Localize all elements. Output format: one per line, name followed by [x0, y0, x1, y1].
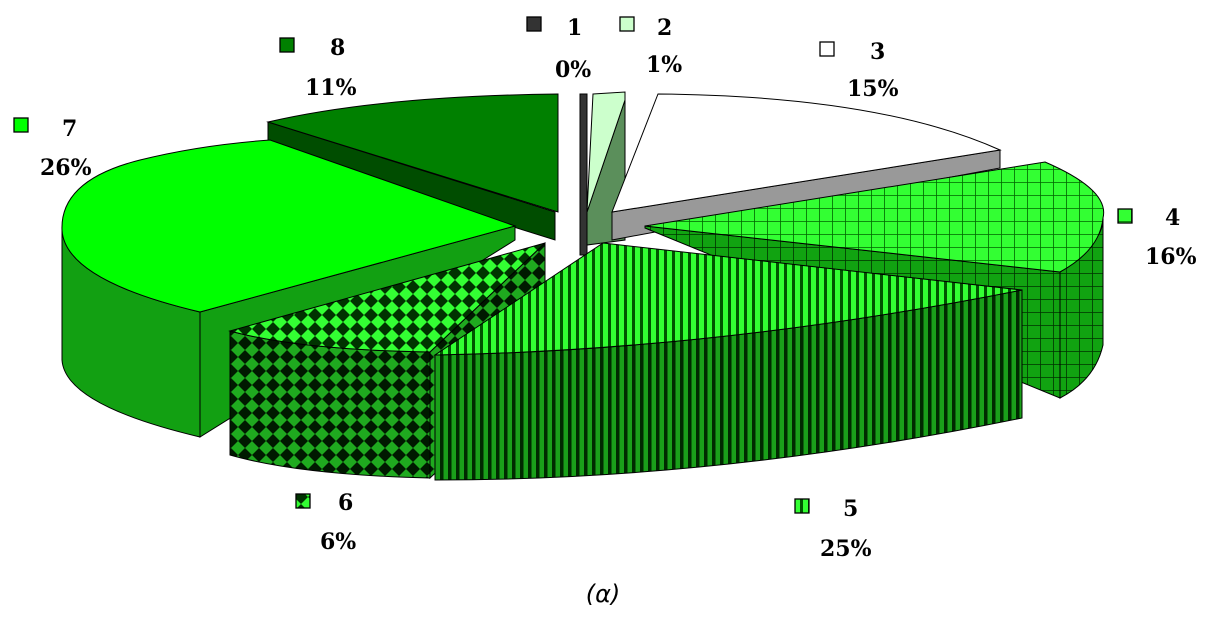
label-3-value: 15%: [847, 76, 899, 102]
label-6-name: 6: [338, 490, 353, 516]
label-5-value: 25%: [820, 536, 872, 562]
legend-swatch-3: [819, 41, 835, 57]
label-8: 8 11%: [279, 35, 357, 101]
legend-swatch-8: [279, 37, 295, 53]
label-3-name: 3: [870, 39, 885, 65]
slice-5: [433, 242, 1023, 481]
label-7-name: 7: [62, 116, 77, 142]
legend-swatch-7: [13, 117, 29, 133]
slice-8-top: [266, 93, 559, 213]
slice-7-top: [61, 139, 517, 313]
label-1-name: 1: [567, 15, 582, 41]
label-2-name: 2: [657, 15, 672, 41]
label-8-value: 11%: [305, 75, 357, 101]
slice-2-top: [586, 91, 626, 213]
label-6: 6 6%: [295, 490, 356, 555]
slice-3-top: [611, 93, 1002, 213]
slice-6-side-front: [229, 330, 431, 479]
label-5-name: 5: [843, 496, 858, 522]
label-8-name: 8: [330, 35, 345, 61]
legend-swatch-5: [794, 498, 810, 514]
slice-4-top: [644, 161, 1105, 273]
slice-5-top: [433, 242, 1023, 356]
label-1: 1 0%: [526, 15, 591, 83]
label-4: 4 16%: [1117, 205, 1197, 270]
label-2-value: 1%: [646, 52, 682, 78]
label-4-name: 4: [1165, 205, 1180, 231]
slice-8: [266, 93, 559, 241]
label-6-value: 6%: [320, 529, 356, 555]
label-1-value: 0%: [555, 57, 591, 83]
label-2: 2 1%: [619, 15, 682, 78]
legend-swatch-1: [526, 16, 542, 32]
legend-swatch-4: [1117, 208, 1133, 224]
label-7: 7 26%: [13, 116, 92, 181]
legend-swatch-6: [295, 493, 311, 509]
slice-1-side: [579, 93, 588, 256]
label-3: 3 15%: [819, 39, 899, 102]
legend-swatch-2: [619, 16, 635, 32]
label-5: 5 25%: [794, 496, 872, 562]
label-7-value: 26%: [40, 155, 92, 181]
label-4-value: 16%: [1145, 244, 1197, 270]
figure-caption: (α): [586, 580, 621, 608]
slice-1: [579, 93, 588, 256]
slice-6-top: [228, 242, 546, 353]
